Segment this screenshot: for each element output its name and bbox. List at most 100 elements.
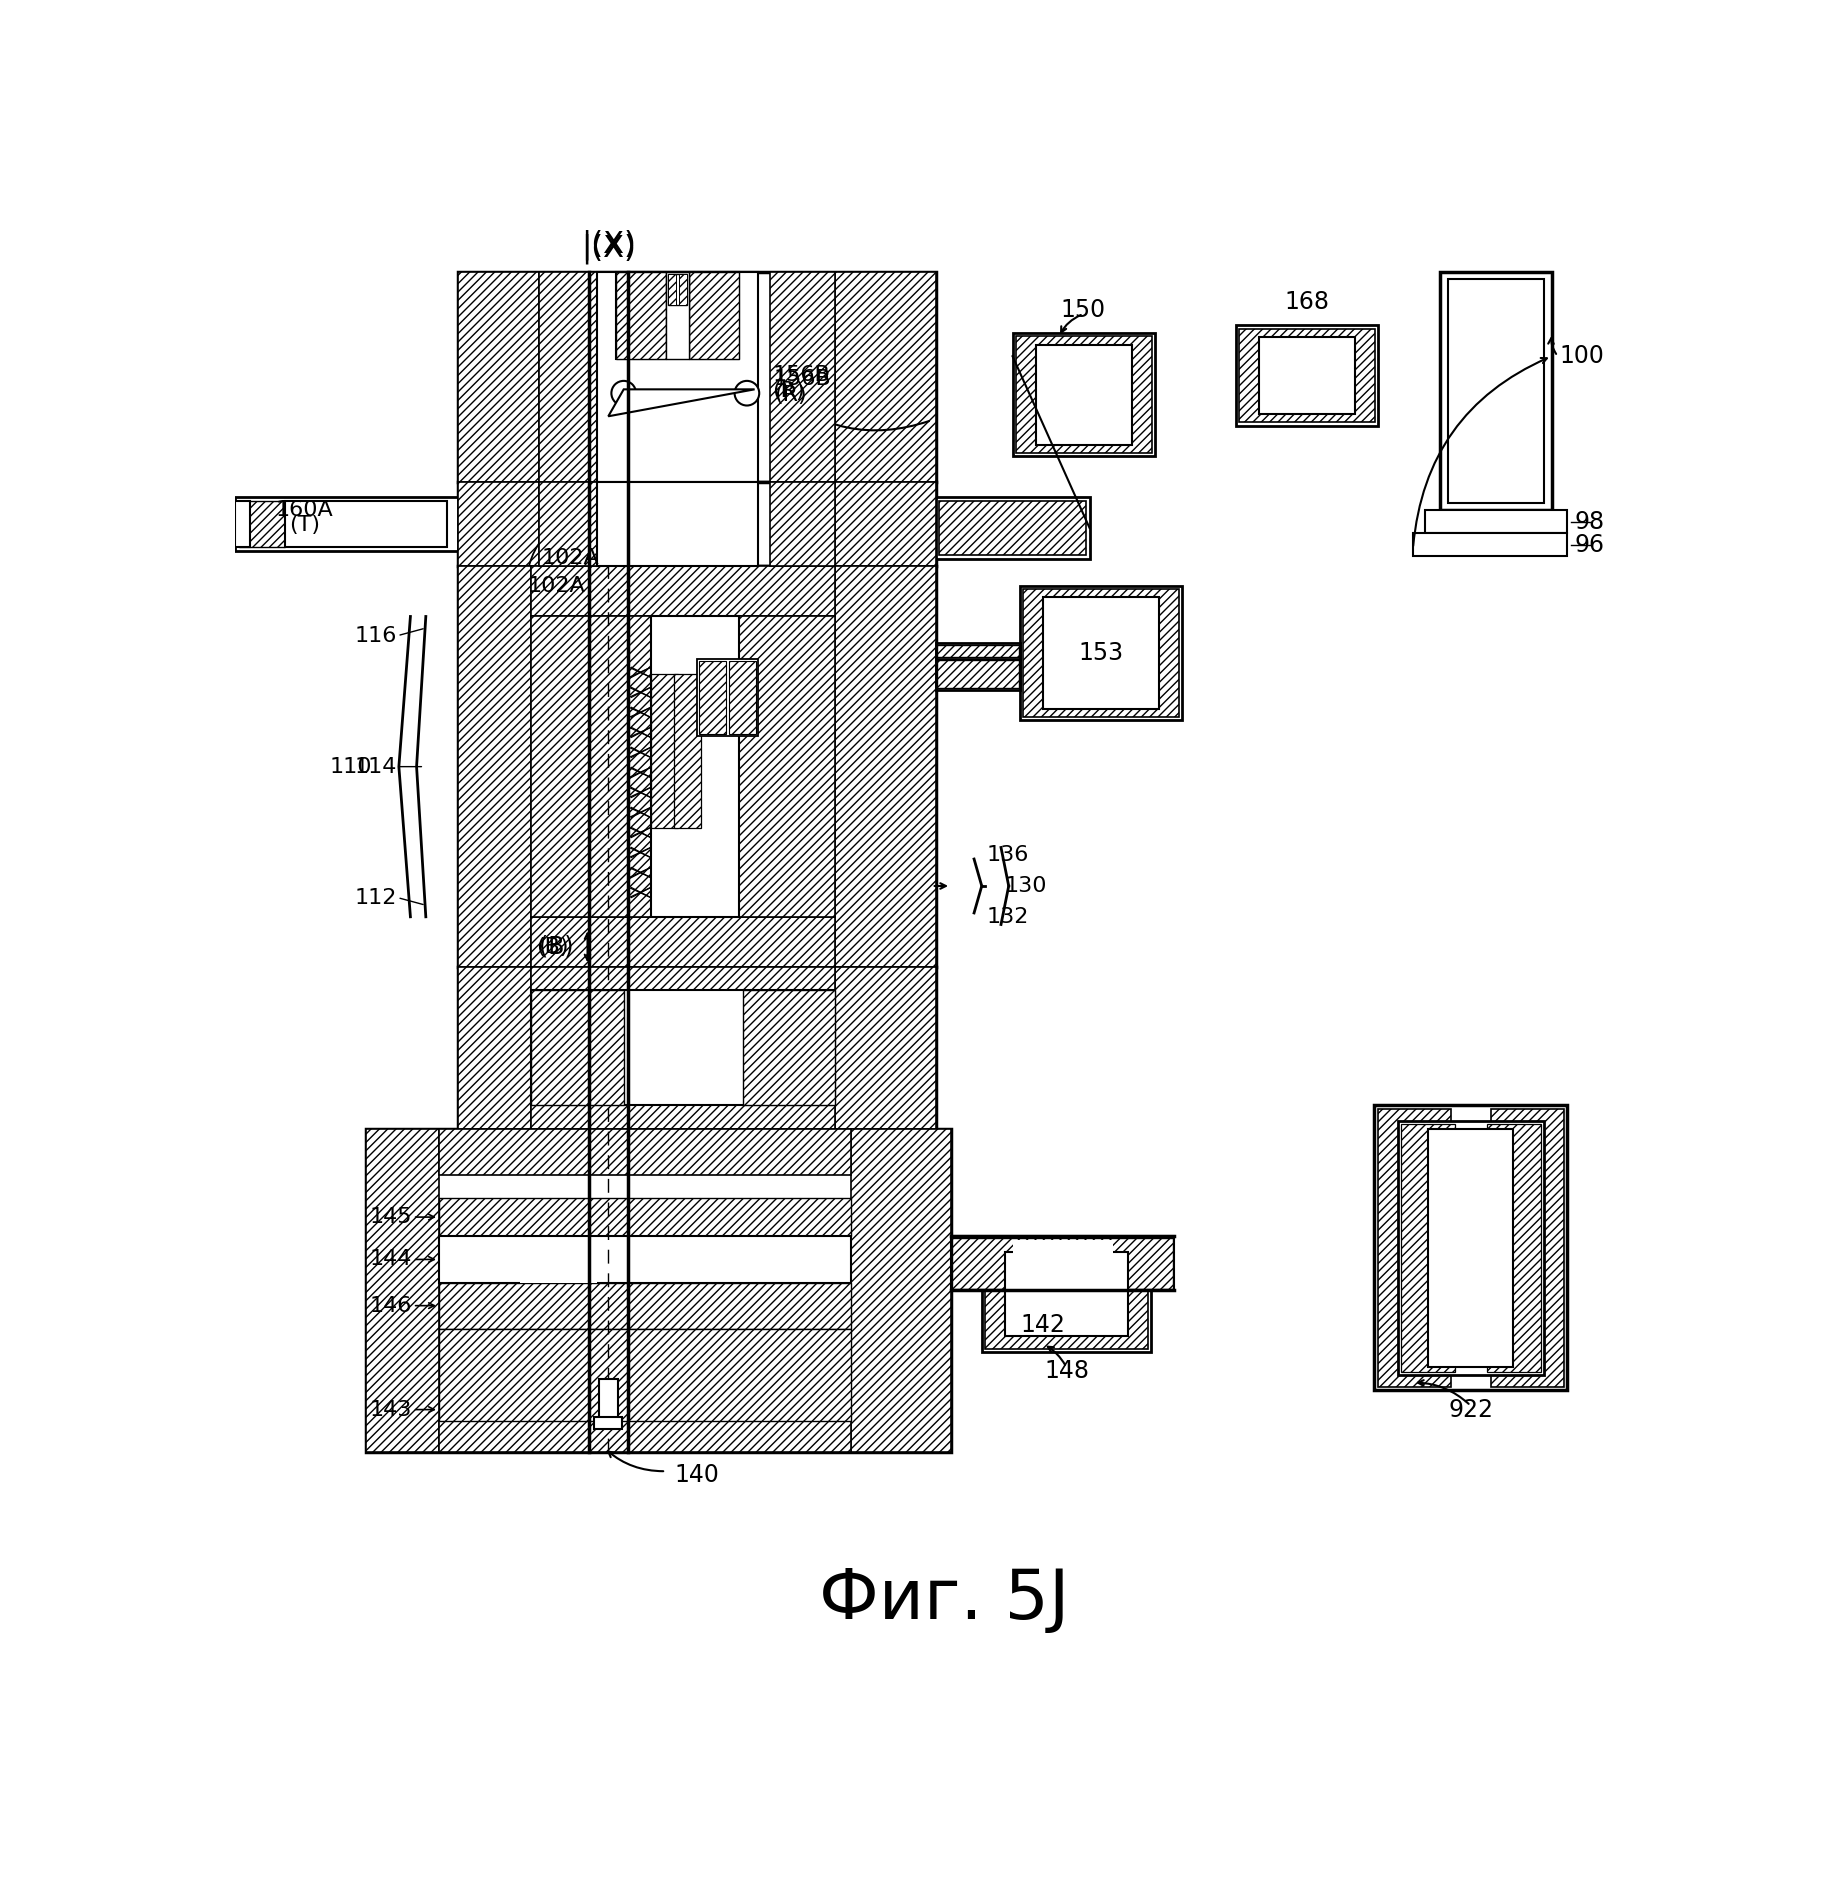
Bar — [1424, 510, 1568, 533]
Bar — [1015, 336, 1151, 453]
Bar — [459, 967, 936, 1129]
Bar — [950, 1237, 1173, 1290]
Bar — [459, 271, 540, 482]
Bar — [1490, 1108, 1564, 1387]
Bar — [519, 1241, 597, 1282]
Bar — [1378, 1108, 1451, 1387]
Bar — [367, 1129, 438, 1451]
Text: 142: 142 — [1020, 1313, 1067, 1337]
Text: 132: 132 — [985, 907, 1028, 928]
Bar — [938, 645, 1019, 656]
Text: 153: 153 — [1079, 641, 1124, 666]
Bar — [530, 990, 836, 1106]
Text: (B): (B) — [540, 935, 573, 958]
Bar — [1013, 1241, 1113, 1286]
Bar — [1428, 1129, 1512, 1368]
Text: (R): (R) — [774, 385, 807, 404]
Bar — [1400, 1123, 1455, 1372]
Text: 110: 110 — [330, 757, 372, 776]
Bar — [729, 662, 757, 734]
Bar — [667, 271, 689, 359]
Bar — [650, 617, 739, 916]
Bar — [836, 271, 936, 482]
Bar — [459, 271, 936, 482]
Bar — [597, 482, 759, 567]
Bar — [459, 967, 530, 1129]
Text: 160A: 160A — [274, 501, 333, 520]
Bar — [615, 271, 667, 359]
Bar — [851, 1129, 950, 1451]
Bar — [438, 1197, 851, 1237]
Bar — [1006, 1252, 1127, 1337]
Text: 136: 136 — [985, 846, 1028, 865]
Text: Фиг. 5J: Фиг. 5J — [820, 1567, 1068, 1633]
Text: 168: 168 — [1284, 290, 1330, 315]
Bar — [1043, 598, 1159, 709]
Bar — [982, 1237, 1151, 1353]
Bar — [939, 501, 1085, 556]
Bar — [936, 658, 1020, 691]
Text: 102A: 102A — [542, 548, 599, 567]
Bar — [936, 497, 1090, 560]
Bar — [680, 273, 687, 305]
Bar — [742, 990, 836, 1106]
Bar — [1035, 345, 1131, 444]
Bar — [1240, 328, 1376, 423]
Bar — [597, 271, 759, 482]
Bar — [1236, 326, 1378, 425]
Bar — [459, 482, 936, 567]
Text: 140: 140 — [674, 1463, 718, 1487]
Bar — [770, 271, 836, 482]
Text: |(X): |(X) — [580, 230, 635, 260]
Bar — [239, 501, 286, 546]
Text: (R): (R) — [772, 381, 805, 400]
Bar — [669, 273, 687, 305]
Polygon shape — [608, 389, 755, 415]
Bar — [952, 1239, 1173, 1288]
Bar — [438, 1129, 851, 1174]
Bar — [674, 673, 700, 829]
Text: 114: 114 — [354, 757, 396, 776]
Bar — [236, 501, 251, 546]
Bar — [696, 658, 759, 736]
Text: 143: 143 — [370, 1400, 413, 1419]
Bar — [836, 482, 936, 567]
Circle shape — [612, 381, 635, 406]
Text: 146: 146 — [370, 1296, 413, 1317]
Text: 148: 148 — [1044, 1358, 1089, 1383]
Bar — [367, 1129, 950, 1451]
Bar — [459, 567, 936, 967]
Text: 150: 150 — [1061, 298, 1105, 322]
Bar — [836, 967, 936, 1129]
Bar — [936, 643, 1020, 658]
Text: 112: 112 — [354, 888, 396, 907]
Bar — [1013, 334, 1155, 457]
Bar — [438, 1237, 851, 1282]
Bar — [530, 990, 624, 1106]
Text: 130: 130 — [1006, 876, 1048, 895]
Bar — [1398, 1121, 1544, 1375]
Bar — [700, 662, 726, 734]
Bar — [1413, 533, 1568, 556]
Bar — [530, 916, 836, 967]
Text: 156B: 156B — [772, 366, 831, 385]
Text: 116: 116 — [354, 626, 396, 645]
Bar — [1374, 1106, 1568, 1391]
Bar — [459, 567, 530, 967]
Bar — [1024, 588, 1179, 717]
Bar — [985, 1239, 1148, 1349]
Text: 100: 100 — [1560, 343, 1604, 368]
Text: (T): (T) — [289, 514, 321, 535]
Text: 98: 98 — [1575, 510, 1604, 533]
Circle shape — [735, 381, 759, 406]
Bar — [836, 567, 936, 967]
Bar — [540, 271, 597, 482]
Bar — [540, 482, 597, 567]
Bar — [599, 1379, 617, 1421]
Text: (B): (B) — [536, 937, 569, 956]
Text: 145: 145 — [370, 1206, 413, 1227]
Text: |(X): |(X) — [580, 233, 635, 264]
Bar — [615, 271, 739, 359]
Bar — [1258, 338, 1356, 414]
Bar — [459, 482, 540, 567]
